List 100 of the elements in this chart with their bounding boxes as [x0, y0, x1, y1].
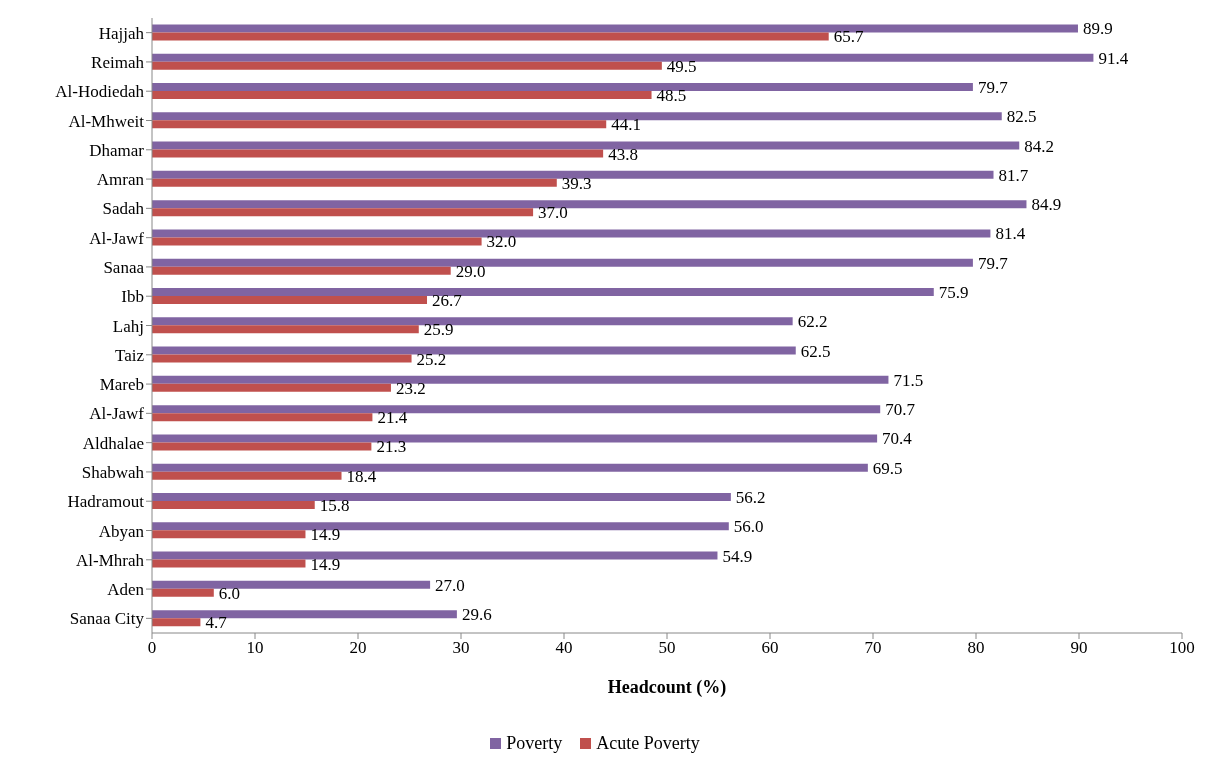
data-label: 69.5	[872, 458, 903, 478]
data-label: 84.2	[1024, 136, 1055, 156]
y-tick-label: Dhamar	[89, 140, 145, 160]
x-axis-title: Headcount (%)	[607, 677, 727, 698]
bar	[152, 463, 868, 472]
bar	[152, 112, 1002, 121]
bar	[152, 325, 419, 334]
data-label: 27.0	[435, 575, 465, 595]
bar	[152, 266, 451, 275]
x-tick-label: 40	[555, 638, 573, 658]
y-tick-label: Sanaa City	[69, 609, 145, 629]
data-label: 62.2	[797, 312, 828, 332]
x-tick-label: 70	[864, 638, 882, 658]
bar	[152, 83, 973, 92]
bar	[152, 551, 718, 560]
data-label: 25.9	[423, 320, 454, 340]
data-label: 43.8	[608, 144, 638, 164]
y-tick-label: Taiz	[114, 345, 145, 365]
y-tick-label: Al-Mhrah	[76, 550, 145, 570]
data-label: 84.9	[1031, 195, 1062, 215]
bar	[152, 91, 652, 100]
bar	[152, 208, 534, 217]
data-label: 75.9	[938, 283, 969, 303]
data-label: 79.7	[977, 253, 1009, 273]
bar	[152, 258, 973, 267]
data-label: 56.0	[733, 517, 764, 537]
y-tick-label: Ibb	[121, 287, 144, 307]
y-tick-label: Hadramout	[67, 492, 145, 512]
bar	[152, 413, 373, 422]
x-tick-label: 0	[147, 638, 157, 658]
data-label: 32.0	[486, 232, 517, 252]
data-label: 15.8	[319, 496, 350, 516]
bar	[152, 375, 889, 384]
y-tick-label: Al-Mhweit	[68, 111, 145, 131]
data-label: 29.6	[461, 605, 492, 625]
data-label: 21.3	[376, 437, 407, 457]
bar	[152, 434, 878, 443]
bar	[152, 149, 604, 158]
bar	[152, 471, 342, 480]
data-label: 44.1	[611, 115, 641, 135]
x-tick-label: 80	[967, 638, 985, 658]
data-label: 70.7	[885, 400, 916, 420]
bar	[152, 610, 457, 619]
data-label: 4.7	[205, 613, 228, 633]
data-label: 49.5	[666, 56, 697, 76]
x-tick-label: 90	[1070, 638, 1088, 658]
data-label: 14.9	[310, 554, 341, 574]
bar	[152, 530, 306, 539]
x-tick-label: 60	[761, 638, 779, 658]
data-label: 29.0	[455, 261, 486, 281]
bar	[152, 178, 557, 187]
y-tick-label: Shabwah	[81, 462, 145, 482]
bar	[152, 120, 607, 129]
y-tick-label: Aldhalae	[82, 433, 144, 453]
y-tick-label: Al-Jawf	[89, 404, 145, 424]
bar	[152, 141, 1020, 150]
data-label: 79.7	[977, 78, 1009, 98]
x-tick-label: 30	[452, 638, 470, 658]
y-tick-label: Al-Jawf	[89, 228, 145, 248]
data-label: 70.4	[882, 429, 913, 449]
data-label: 91.4	[1098, 48, 1129, 68]
data-label: 71.5	[893, 370, 924, 390]
bar	[152, 405, 881, 414]
bar	[152, 200, 1027, 209]
data-label: 89.9	[1082, 19, 1113, 39]
y-tick-label: Hajjah	[98, 23, 145, 43]
x-tick-label: 50	[658, 638, 676, 658]
bar	[152, 501, 315, 510]
y-tick-label: Mareb	[99, 375, 144, 395]
x-tick-label: 20	[349, 638, 367, 658]
bar	[152, 580, 431, 589]
data-label: 25.2	[416, 349, 447, 369]
data-label: 62.5	[800, 341, 831, 361]
bar	[152, 170, 994, 179]
bar	[152, 53, 1094, 62]
bar	[152, 32, 829, 41]
y-tick-label: Lahj	[112, 316, 144, 336]
y-tick-label: Abyan	[98, 521, 145, 541]
bar	[152, 559, 306, 568]
data-label: 6.0	[218, 583, 241, 603]
bar	[152, 618, 201, 627]
bar	[152, 317, 793, 326]
y-tick-label: Amran	[96, 170, 145, 190]
data-label: 48.5	[656, 86, 687, 106]
bar	[152, 346, 796, 355]
bar	[152, 288, 934, 297]
data-label: 18.4	[346, 466, 377, 486]
bar	[152, 229, 991, 238]
data-label: 26.7	[432, 291, 463, 311]
y-tick-label: Sadah	[102, 199, 145, 219]
data-label: 81.4	[995, 224, 1026, 244]
data-label: 81.7	[998, 165, 1029, 185]
bar	[152, 296, 428, 305]
bar	[152, 61, 662, 70]
bar	[152, 522, 729, 531]
y-tick-label: Aden	[107, 580, 145, 600]
data-label: 65.7	[833, 27, 864, 47]
data-label: 82.5	[1006, 107, 1037, 127]
x-tick-label: 10	[246, 638, 264, 658]
data-label: 37.0	[538, 203, 568, 223]
